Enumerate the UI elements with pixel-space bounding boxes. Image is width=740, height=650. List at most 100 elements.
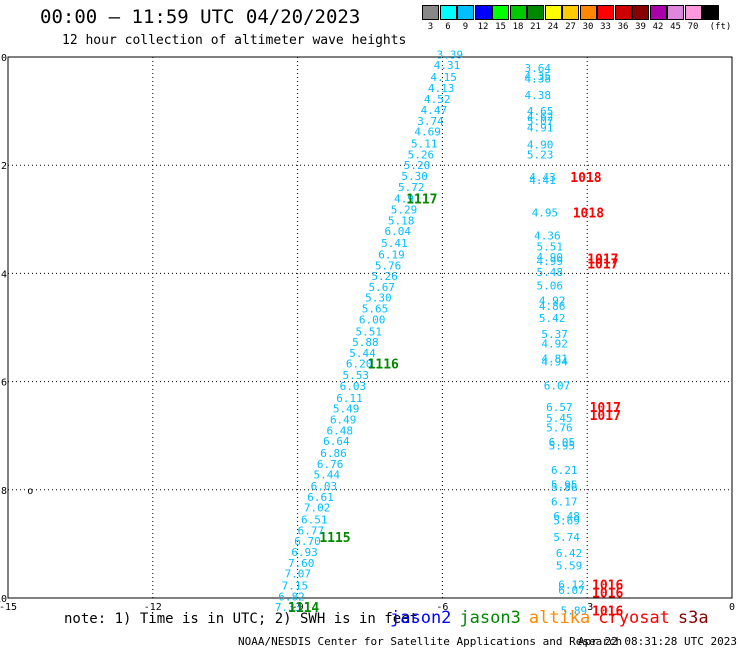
wave-height-value: 7.07 bbox=[285, 568, 312, 581]
wave-height-value: 6.82 bbox=[278, 590, 305, 603]
legend-swatch bbox=[667, 5, 684, 20]
legend-bin-label: 24 bbox=[547, 22, 559, 32]
legend-bin-label: 39 bbox=[635, 22, 646, 32]
plot-frame bbox=[7, 56, 733, 599]
wave-height-value: 5.48 bbox=[537, 266, 564, 279]
wave-height-value: 6.03 bbox=[340, 380, 367, 393]
small-marker: o bbox=[27, 486, 33, 497]
wave-height-value: 5.07 bbox=[527, 115, 554, 128]
wave-height-value: 6.70 bbox=[294, 535, 321, 548]
wave-height-value: 4.91 bbox=[394, 193, 421, 206]
pass-time-label: 1016 bbox=[592, 587, 623, 602]
wave-height-value: 6.20 bbox=[346, 358, 373, 371]
wave-height-value: 6.12 bbox=[558, 578, 585, 591]
wave-height-value: 4.41 bbox=[529, 174, 556, 187]
wave-height-value: 5.59 bbox=[556, 560, 583, 573]
footer-note: note: 1) Time is in UTC; 2) SWH is in fe… bbox=[64, 611, 419, 627]
legend-swatch bbox=[614, 5, 632, 20]
legend-bin-label: 42 bbox=[652, 22, 664, 32]
wave-height-value: 6.19 bbox=[378, 248, 405, 261]
wave-height-value: 5.65 bbox=[362, 303, 389, 316]
legend-swatch bbox=[684, 5, 702, 20]
legend-swatch bbox=[457, 5, 474, 20]
wave-height-value: 6.17 bbox=[551, 496, 578, 509]
wave-height-value: 7.15 bbox=[282, 580, 309, 593]
wave-height-value: 4.62 bbox=[527, 111, 554, 124]
wave-height-value: 5.37 bbox=[541, 328, 568, 341]
x-tick-label: -9 bbox=[292, 602, 304, 613]
legend-bin-label: 33 bbox=[600, 22, 611, 32]
track-time-label: 1117 bbox=[406, 193, 437, 208]
pass-time-label: 1018 bbox=[570, 171, 601, 186]
wave-height-value: 5.95 bbox=[551, 478, 578, 491]
y-tick-label: 0 bbox=[1, 53, 7, 64]
page-subtitle: 12 hour collection of altimeter wave hei… bbox=[62, 33, 407, 48]
wave-height-value: 4.95 bbox=[532, 206, 559, 219]
wave-height-value: 5.29 bbox=[391, 204, 418, 217]
wave-height-value: 5.86 bbox=[551, 481, 578, 494]
wave-height-value: 5.69 bbox=[553, 515, 580, 528]
wave-height-value: 5.18 bbox=[388, 214, 415, 227]
wave-height-value: 5.53 bbox=[342, 369, 369, 382]
wave-height-value: 6.61 bbox=[307, 491, 334, 504]
wave-height-value: 5.51 bbox=[356, 325, 383, 338]
wave-height-value: 5.76 bbox=[546, 422, 573, 435]
legend-swatch bbox=[702, 5, 719, 20]
legend-bin-label: 27 bbox=[565, 22, 576, 32]
x-tick-label: -12 bbox=[144, 602, 162, 613]
generated-timestamp: Apr 22 08:31:28 UTC 2023 bbox=[578, 635, 737, 648]
wave-height-value: 4.35 bbox=[524, 70, 551, 83]
wave-height-value: 6.07 bbox=[558, 584, 585, 597]
wave-height-value: 4.90 bbox=[527, 139, 554, 152]
pass-time-label: 1016 bbox=[592, 578, 623, 593]
legend-swatch bbox=[422, 5, 439, 20]
wave-height-value: 5.26 bbox=[408, 148, 435, 161]
mission-s3a: s3a bbox=[677, 608, 709, 628]
wave-height-value: 5.88 bbox=[352, 336, 379, 349]
mission-cryosat: cryosat bbox=[598, 608, 670, 628]
legend-bin-label: 30 bbox=[582, 22, 594, 32]
wave-height-value: 6.93 bbox=[291, 546, 318, 559]
legend-bin-label: 12 bbox=[477, 22, 489, 32]
x-tick-label: -15 bbox=[0, 602, 17, 613]
wave-height-value: 3.39 bbox=[437, 48, 464, 61]
wave-height-value: 4.94 bbox=[541, 356, 568, 369]
wave-height-value: 5.42 bbox=[539, 312, 566, 325]
wave-height-value: 6.04 bbox=[384, 225, 411, 238]
wave-height-value: 6.51 bbox=[301, 514, 328, 527]
wave-height-value: 6.21 bbox=[551, 464, 578, 477]
wave-height-value: 5.23 bbox=[527, 148, 554, 161]
wave-height-value: 6.49 bbox=[330, 413, 357, 426]
legend-bin-label: 6 bbox=[445, 22, 451, 32]
mission-legend: jason2 jason3 altika cryosat s3a bbox=[390, 608, 717, 628]
wave-height-value: 4.43 bbox=[529, 171, 556, 184]
y-tick-label: -10 bbox=[0, 594, 7, 605]
wave-height-value: 5.76 bbox=[375, 259, 402, 272]
legend-swatch bbox=[509, 5, 527, 20]
mission-jason3: jason3 bbox=[459, 608, 521, 628]
legend-swatch bbox=[492, 5, 509, 20]
track-time-label: 1114 bbox=[288, 601, 319, 616]
wave-height-value: 6.07 bbox=[544, 379, 571, 392]
x-tick-label: -3 bbox=[581, 602, 593, 613]
x-tick-label: 0 bbox=[729, 602, 735, 613]
wave-height-value: 7.33 bbox=[275, 601, 302, 614]
wave-height-value: 6.05 bbox=[549, 436, 576, 449]
pass-time-label: 1017 bbox=[590, 409, 621, 424]
y-tick-label: -8 bbox=[0, 486, 7, 497]
wave-height-value: 4.86 bbox=[539, 300, 566, 313]
wave-height-value: 6.57 bbox=[546, 401, 573, 414]
legend-bin-label: 3 bbox=[427, 22, 434, 32]
wave-height-value: 5.30 bbox=[365, 292, 392, 305]
wave-height-value: 4.91 bbox=[527, 121, 554, 134]
legend-bin-label: 15 bbox=[495, 22, 506, 32]
wave-height-value: 6.48 bbox=[553, 510, 580, 523]
wave-height-value: 4.52 bbox=[424, 93, 451, 106]
wave-height-value: 5.30 bbox=[401, 170, 428, 183]
pass-time-label: 1016 bbox=[592, 604, 623, 619]
wave-height-value: 4.38 bbox=[524, 73, 551, 86]
wave-height-value: 4.99 bbox=[537, 255, 564, 268]
legend-swatch bbox=[649, 5, 667, 20]
x-tick-label: -6 bbox=[436, 602, 448, 613]
pass-time-label: 1018 bbox=[573, 206, 604, 221]
